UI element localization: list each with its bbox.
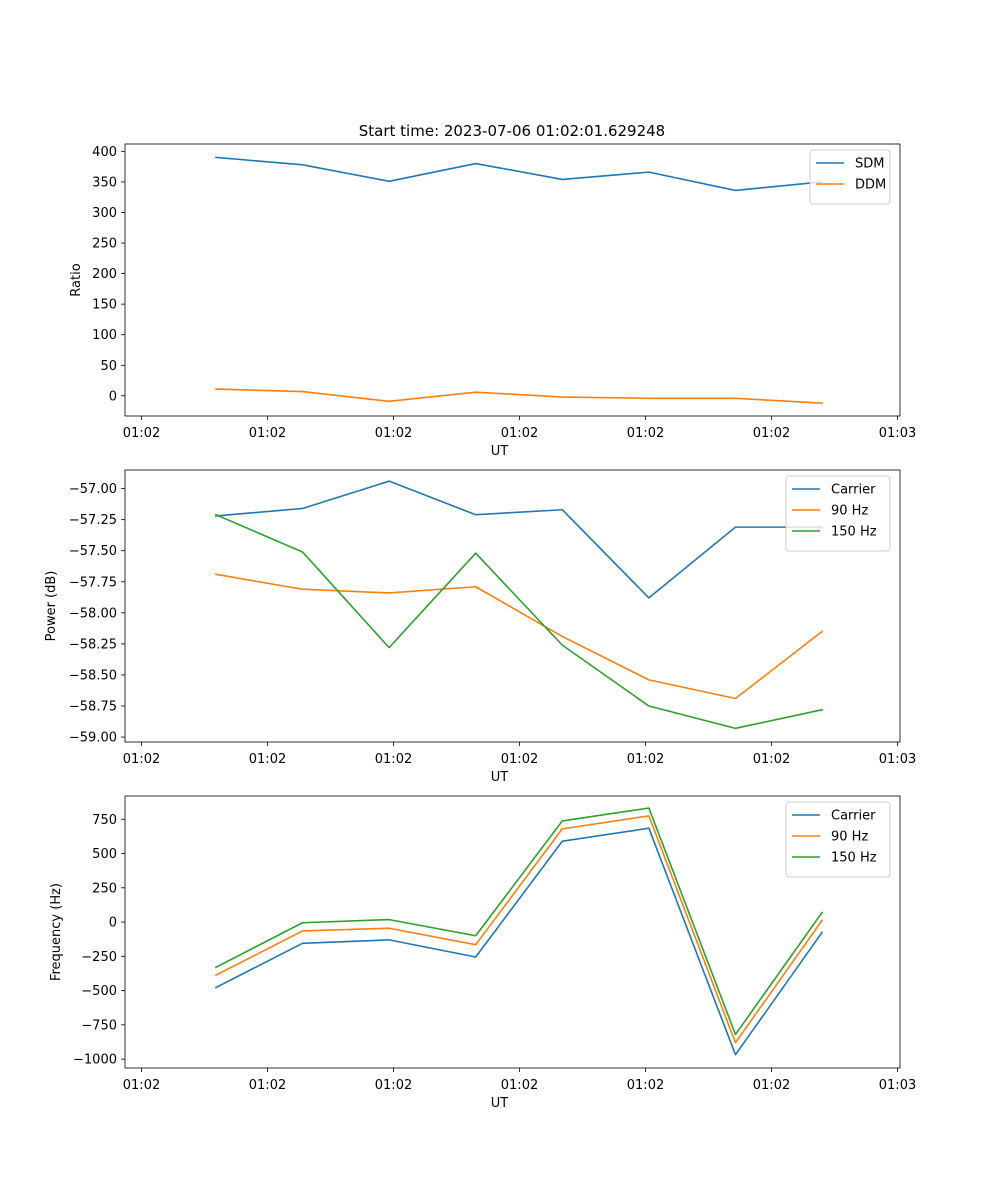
x-tick-label: 01:02 (753, 1078, 790, 1093)
legend-box (785, 475, 891, 552)
series-line-carrier (215, 480, 823, 599)
x-axis-label: UT (491, 770, 509, 785)
y-axis-label: Power (dB) (44, 571, 59, 642)
legend-label: 90 Hz (831, 504, 868, 519)
legend-label: 150 Hz (831, 525, 877, 540)
y-tick-label: −57.00 (69, 482, 117, 497)
x-tick-label: 01:02 (627, 426, 664, 441)
x-tick-label: 01:02 (123, 752, 160, 767)
series-line-ddm (215, 388, 823, 405)
x-tick-label: 01:02 (627, 752, 664, 767)
y-tick-label: −57.50 (69, 544, 117, 559)
legend-label: SDM (855, 157, 884, 172)
y-axis-label: Frequency (Hz) (49, 883, 64, 981)
x-axis-label: UT (491, 444, 509, 459)
x-tick-label: 01:02 (501, 426, 538, 441)
y-tick-label: −250 (81, 950, 117, 965)
legend-label: DDM (855, 178, 886, 193)
axes-frame (124, 795, 901, 1069)
subplot-2: 01:02 01:02 01:02 01:02 01:02 01:02 01:03 −59.0… (44, 469, 916, 785)
y-tick-label: −750 (81, 1018, 117, 1033)
x-tick-label: 01:03 (879, 752, 916, 767)
x-tick-label: 01:03 (879, 426, 916, 441)
legend-label: 150 Hz (831, 851, 877, 866)
x-tick-label: 01:02 (249, 426, 286, 441)
series-line-carrier (214, 827, 824, 1056)
x-tick-label: 01:02 (249, 1078, 286, 1093)
legend: Carrier 90 Hz 150 Hz (785, 801, 891, 878)
y-tick-label: 200 (92, 267, 117, 282)
x-tick-label: 01:02 (375, 1078, 412, 1093)
y-tick-label: 250 (92, 881, 117, 896)
x-tick-label: 01:02 (375, 426, 412, 441)
y-tick-label: −58.00 (69, 606, 117, 621)
x-tick-label: 01:02 (123, 426, 160, 441)
x-tick-label: 01:02 (501, 1078, 538, 1093)
legend-label: Carrier (831, 483, 876, 498)
y-tick-label: −58.50 (69, 668, 117, 683)
y-tick-label: −500 (81, 984, 117, 999)
subplot-3: 01:02 01:02 01:02 01:02 01:02 01:02 01:03 −1000… (49, 795, 916, 1111)
y-tick-label: 400 (92, 145, 117, 160)
series-line-150-hz (214, 807, 824, 1036)
legend: SDM DDM (809, 149, 891, 205)
x-tick-label: 01:02 (753, 426, 790, 441)
legend: Carrier 90 Hz 150 Hz (785, 475, 891, 552)
y-tick-label: −58.25 (69, 637, 117, 652)
y-tick-label: 0 (109, 389, 117, 404)
y-tick-label: 50 (100, 359, 117, 374)
y-tick-label: 300 (92, 206, 117, 221)
subplot-1: 01:02 01:02 01:02 01:02 01:02 01:02 01:03 0 50 10… (69, 143, 916, 459)
axes-frame (124, 469, 901, 743)
y-tick-label: −1000 (73, 1053, 117, 1068)
series-line-sdm (215, 156, 823, 192)
y-tick-label: 150 (92, 298, 117, 313)
series-line-150-hz (214, 513, 824, 730)
x-tick-label: 01:02 (501, 752, 538, 767)
x-axis-label: UT (491, 1096, 509, 1111)
axes-frame (124, 143, 901, 417)
x-tick-label: 01:02 (753, 752, 790, 767)
legend-box (785, 801, 891, 878)
y-tick-label: 100 (92, 328, 117, 343)
x-tick-label: 01:02 (123, 1078, 160, 1093)
x-tick-label: 01:02 (627, 1078, 664, 1093)
legend-label: 90 Hz (831, 830, 868, 845)
y-tick-label: 350 (92, 175, 117, 190)
x-tick-label: 01:02 (249, 752, 286, 767)
plots-container: 01:02 01:02 01:02 01:02 01:02 01:02 01:03 0 50 10… (44, 143, 916, 1111)
chart-title: Start time: 2023-07-06 01:02:01.629248 (359, 122, 665, 140)
x-tick-label: 01:03 (879, 1078, 916, 1093)
y-tick-label: 500 (92, 847, 117, 862)
y-tick-label: 750 (92, 813, 117, 828)
y-axis-label: Ratio (69, 263, 84, 296)
y-tick-label: −59.00 (69, 731, 117, 746)
legend-label: Carrier (831, 809, 876, 824)
y-tick-label: 0 (109, 916, 117, 931)
y-tick-label: −57.75 (69, 575, 117, 590)
x-tick-label: 01:02 (375, 752, 412, 767)
y-tick-label: 250 (92, 237, 117, 252)
y-tick-label: −58.75 (69, 699, 117, 714)
y-tick-label: −57.25 (69, 513, 117, 528)
series-line-90-hz (214, 573, 824, 700)
series-line-90-hz (214, 815, 824, 1044)
